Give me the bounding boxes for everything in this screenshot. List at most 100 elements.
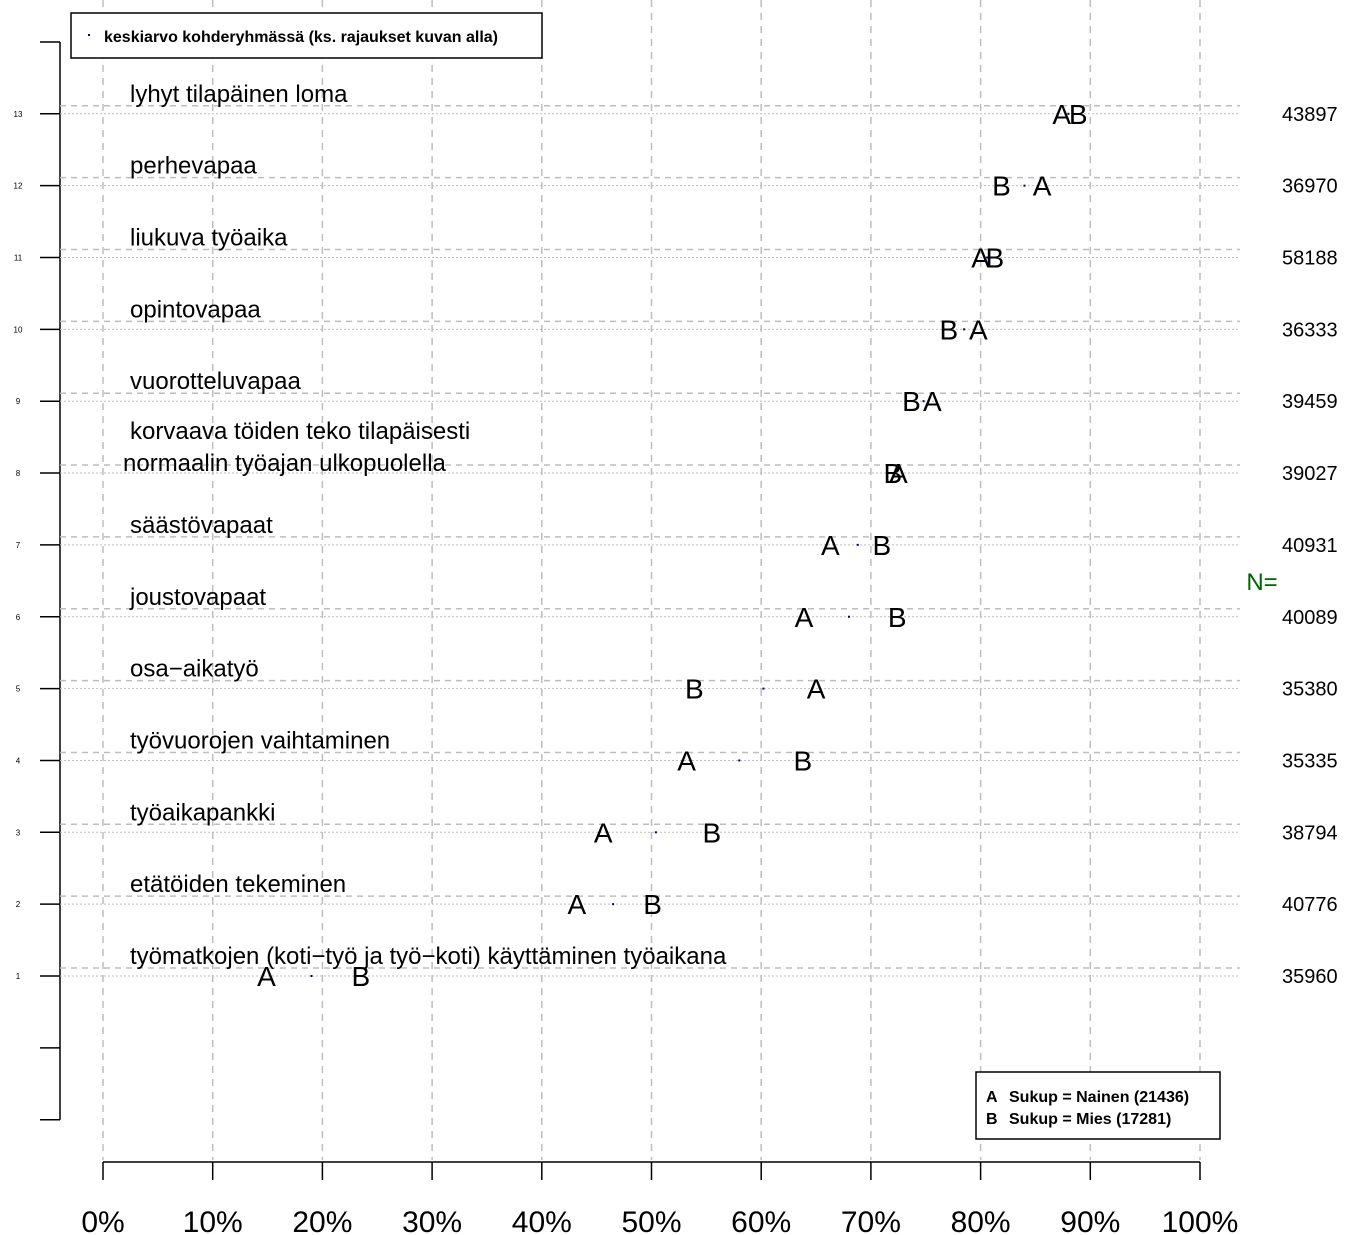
top-legend-label: keskiarvo kohderyhmässä (ks. rajaukset k… [104,29,498,46]
mean-marker [738,759,741,762]
point-a: A [969,314,988,345]
row-label: perhevapaa [130,153,257,180]
point-b: B [1069,99,1088,130]
point-a: A [889,458,908,489]
row-n-value: 39027 [1282,463,1338,485]
point-a: A [807,674,826,705]
y-tick-label: 7 [16,541,21,550]
group-legend-letter-b: B [986,1111,998,1128]
point-a: A [257,961,276,992]
x-tick-label: 50% [621,1206,681,1235]
point-a: A [594,817,613,848]
n-header: N= [1246,569,1277,596]
point-b: B [986,243,1005,274]
row-group: korvaava töiden teko tilapäisesti normaal… [60,418,1338,489]
mean-marker [612,903,615,906]
point-b: B [351,961,370,992]
row-label: säästövapaat [130,512,273,539]
row-n-value: 40089 [1282,607,1338,629]
top-legend-box [70,12,543,59]
y-tick-label: 2 [16,900,21,909]
row-n-value: 35335 [1282,750,1338,772]
point-b: B [939,314,958,345]
row-label: normaalin työajan ulkopuolella [123,450,447,477]
y-tick-label: 5 [16,685,21,694]
point-b: B [888,602,907,633]
group-legend-label-b: Sukup = Mies (17281) [1009,1111,1171,1128]
row-group: etätöiden tekeminen A B 40776 [60,871,1338,920]
top-legend-mean-marker [88,34,90,36]
point-b: B [873,530,892,561]
row-n-value: 38794 [1282,822,1338,844]
x-tick-label: 100% [1162,1206,1239,1235]
x-tick-label: 30% [402,1206,462,1235]
y-tick-label: 4 [16,756,21,765]
mean-marker [856,543,859,546]
y-tick-label: 6 [16,613,21,622]
row-label: lyhyt tilapäinen loma [130,81,348,108]
row-n-value: 58188 [1282,248,1338,270]
group-legend: A Sukup = Nainen (21436) B Sukup = Mies … [975,1071,1221,1140]
x-tick-label: 10% [183,1206,243,1235]
grid-layer [102,0,1201,1160]
mean-marker [847,615,850,618]
mean-marker [310,975,313,977]
x-tick-label: 0% [81,1206,124,1235]
y-tick-label: 9 [16,397,21,406]
row-n-value: 40931 [1282,535,1338,557]
row-label: vuorotteluvapaa [130,368,301,395]
y-tick-label: 1 [16,972,21,981]
row-group: säästövapaat A B 40931 [60,512,1338,561]
row-label: työvuorojen vaihtaminen [130,727,390,754]
y-tick-label: 8 [16,469,21,478]
row-n-value: 35960 [1282,966,1338,988]
row-label: opintovapaa [130,296,261,323]
point-a: A [923,386,942,417]
x-tick-label: 20% [292,1206,352,1235]
row-label: liukuva työaika [130,225,288,252]
point-b: B [902,386,921,417]
row-label: työaikapankki [130,799,275,826]
point-a: A [1052,99,1071,130]
row-n-value: 39459 [1282,391,1338,413]
x-tick-label: 40% [512,1206,572,1235]
row-group: opintovapaa AB 36333 [60,296,1338,345]
x-tick-label: 60% [731,1206,791,1235]
row-group: työvuorojen vaihtaminen A B 35335 [60,727,1338,776]
point-b: B [702,817,721,848]
mean-marker [894,472,897,475]
point-b: B [643,889,662,920]
mean-marker [922,400,925,403]
point-a: A [1033,171,1052,202]
x-tick-label: 90% [1060,1206,1120,1235]
point-a: A [971,243,990,274]
x-tick-label: 70% [841,1206,901,1235]
row-n-value: 43897 [1282,104,1338,126]
point-b: B [794,745,813,776]
row-group: perhevapaa AB 36970 [60,153,1338,202]
group-legend-letter-a: A [986,1089,998,1106]
point-a: A [821,530,840,561]
point-a: A [795,602,814,633]
row-n-value: 36970 [1282,176,1338,198]
row-group: lyhyt tilapäinen loma AB 43897 [60,81,1338,130]
y-tick-label: 13 [14,110,23,119]
point-b: B [883,458,902,489]
y-tick-label: 12 [14,182,23,191]
mean-marker [1023,184,1026,187]
row-label: osa−aikatyö [130,656,259,683]
x-tick-label: 80% [951,1206,1011,1235]
row-label: työmatkojen (koti−työ ja työ−koti) käytt… [130,943,727,970]
row-label: joustovapaat [129,584,266,611]
row-n-value: 35380 [1282,679,1338,701]
row-label: etätöiden tekeminen [130,871,346,898]
top-legend: keskiarvo kohderyhmässä (ks. rajaukset k… [70,12,543,59]
row-group: joustovapaat A B 40089 [60,584,1338,633]
point-a: A [568,889,587,920]
row-n-value: 40776 [1282,894,1338,916]
group-legend-label-a: Sukup = Nainen (21436) [1009,1089,1189,1106]
y-tick-label: 3 [16,828,21,837]
